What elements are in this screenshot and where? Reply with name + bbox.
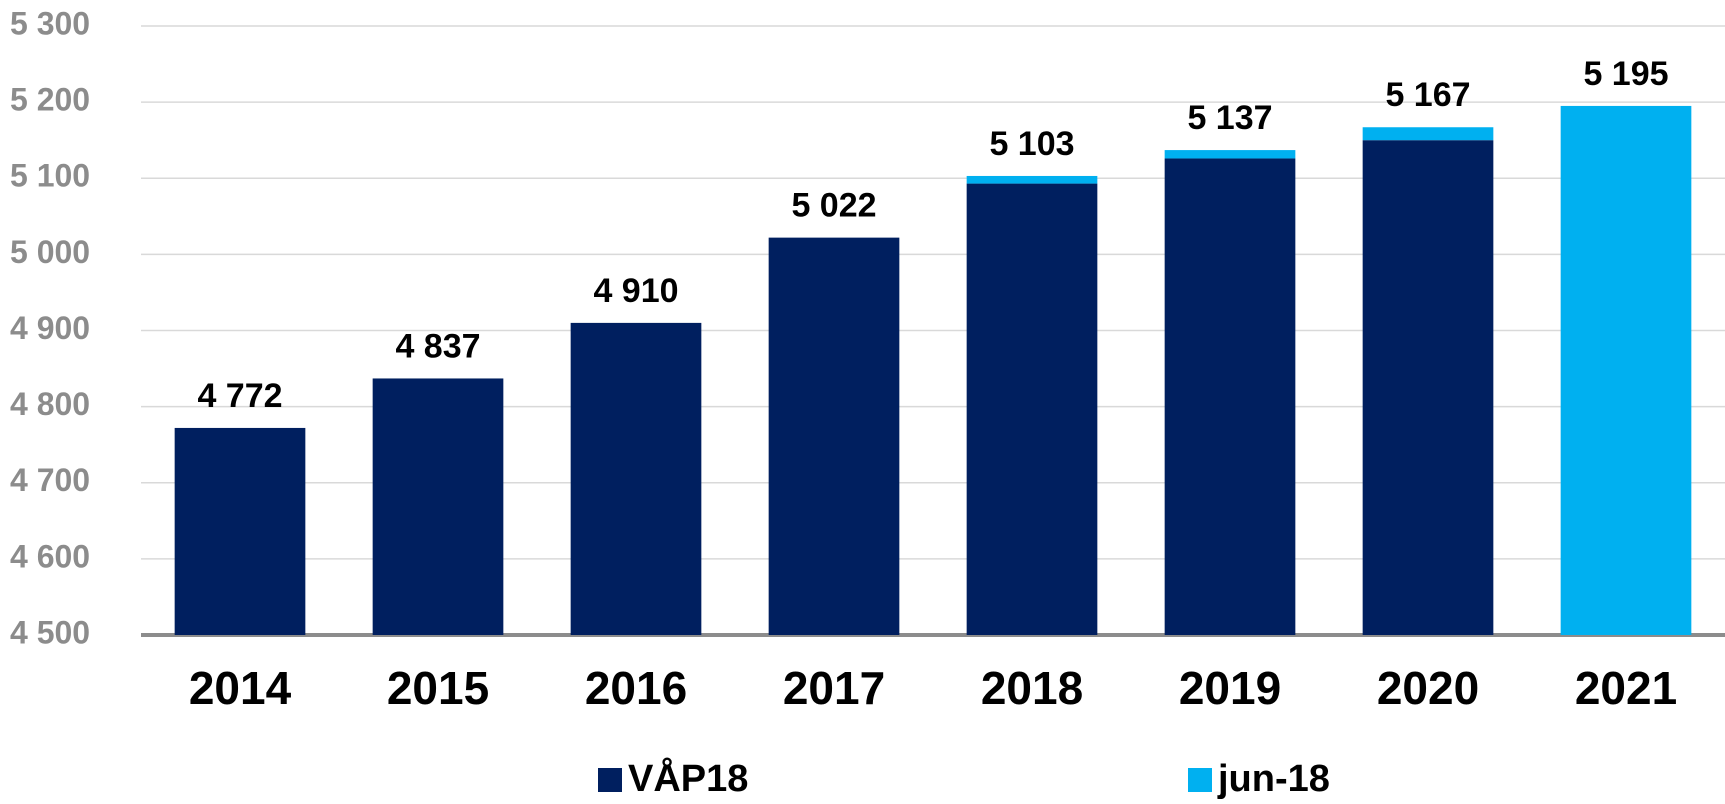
x-tick-label: 2019 bbox=[1179, 662, 1281, 714]
total-label: 5 167 bbox=[1385, 76, 1470, 114]
y-tick-label: 5 100 bbox=[10, 158, 90, 194]
legend-swatch bbox=[598, 768, 622, 792]
x-tick-label: 2018 bbox=[981, 662, 1083, 714]
bar bbox=[1362, 127, 1494, 141]
legend-swatch bbox=[1188, 768, 1212, 792]
total-label: 5 103 bbox=[989, 125, 1074, 163]
x-tick-label: 2017 bbox=[783, 662, 885, 714]
total-label: 4 910 bbox=[593, 272, 678, 310]
total-label: 4 837 bbox=[395, 327, 480, 365]
x-tick-label: 2020 bbox=[1377, 662, 1479, 714]
bar bbox=[966, 183, 1098, 636]
y-tick-label: 4 500 bbox=[10, 614, 90, 650]
bar bbox=[768, 237, 900, 635]
bar bbox=[1362, 140, 1494, 635]
bar bbox=[570, 322, 702, 635]
total-label: 5 195 bbox=[1583, 55, 1668, 93]
total-label: 5 022 bbox=[791, 187, 876, 225]
legend-label: VÅP18 bbox=[628, 756, 748, 799]
y-tick-label: 4 700 bbox=[10, 462, 90, 498]
y-tick-label: 5 300 bbox=[10, 5, 90, 41]
bar bbox=[966, 175, 1098, 184]
bar bbox=[1164, 150, 1296, 159]
y-tick-label: 4 600 bbox=[10, 538, 90, 574]
total-label: 5 137 bbox=[1187, 99, 1272, 137]
y-tick-label: 5 200 bbox=[10, 82, 90, 118]
y-tick-label: 5 000 bbox=[10, 234, 90, 270]
bar bbox=[372, 378, 504, 635]
x-tick-label: 2016 bbox=[585, 662, 687, 714]
y-tick-label: 4 900 bbox=[10, 310, 90, 346]
bar bbox=[1560, 105, 1692, 635]
total-label: 4 772 bbox=[197, 377, 282, 415]
x-tick-label: 2014 bbox=[189, 662, 292, 714]
x-tick-label: 2021 bbox=[1575, 662, 1677, 714]
x-tick-label: 2015 bbox=[387, 662, 489, 714]
bar bbox=[1164, 158, 1296, 635]
y-tick-label: 4 800 bbox=[10, 386, 90, 422]
bar bbox=[174, 427, 306, 635]
legend-label: jun-18 bbox=[1217, 758, 1330, 799]
